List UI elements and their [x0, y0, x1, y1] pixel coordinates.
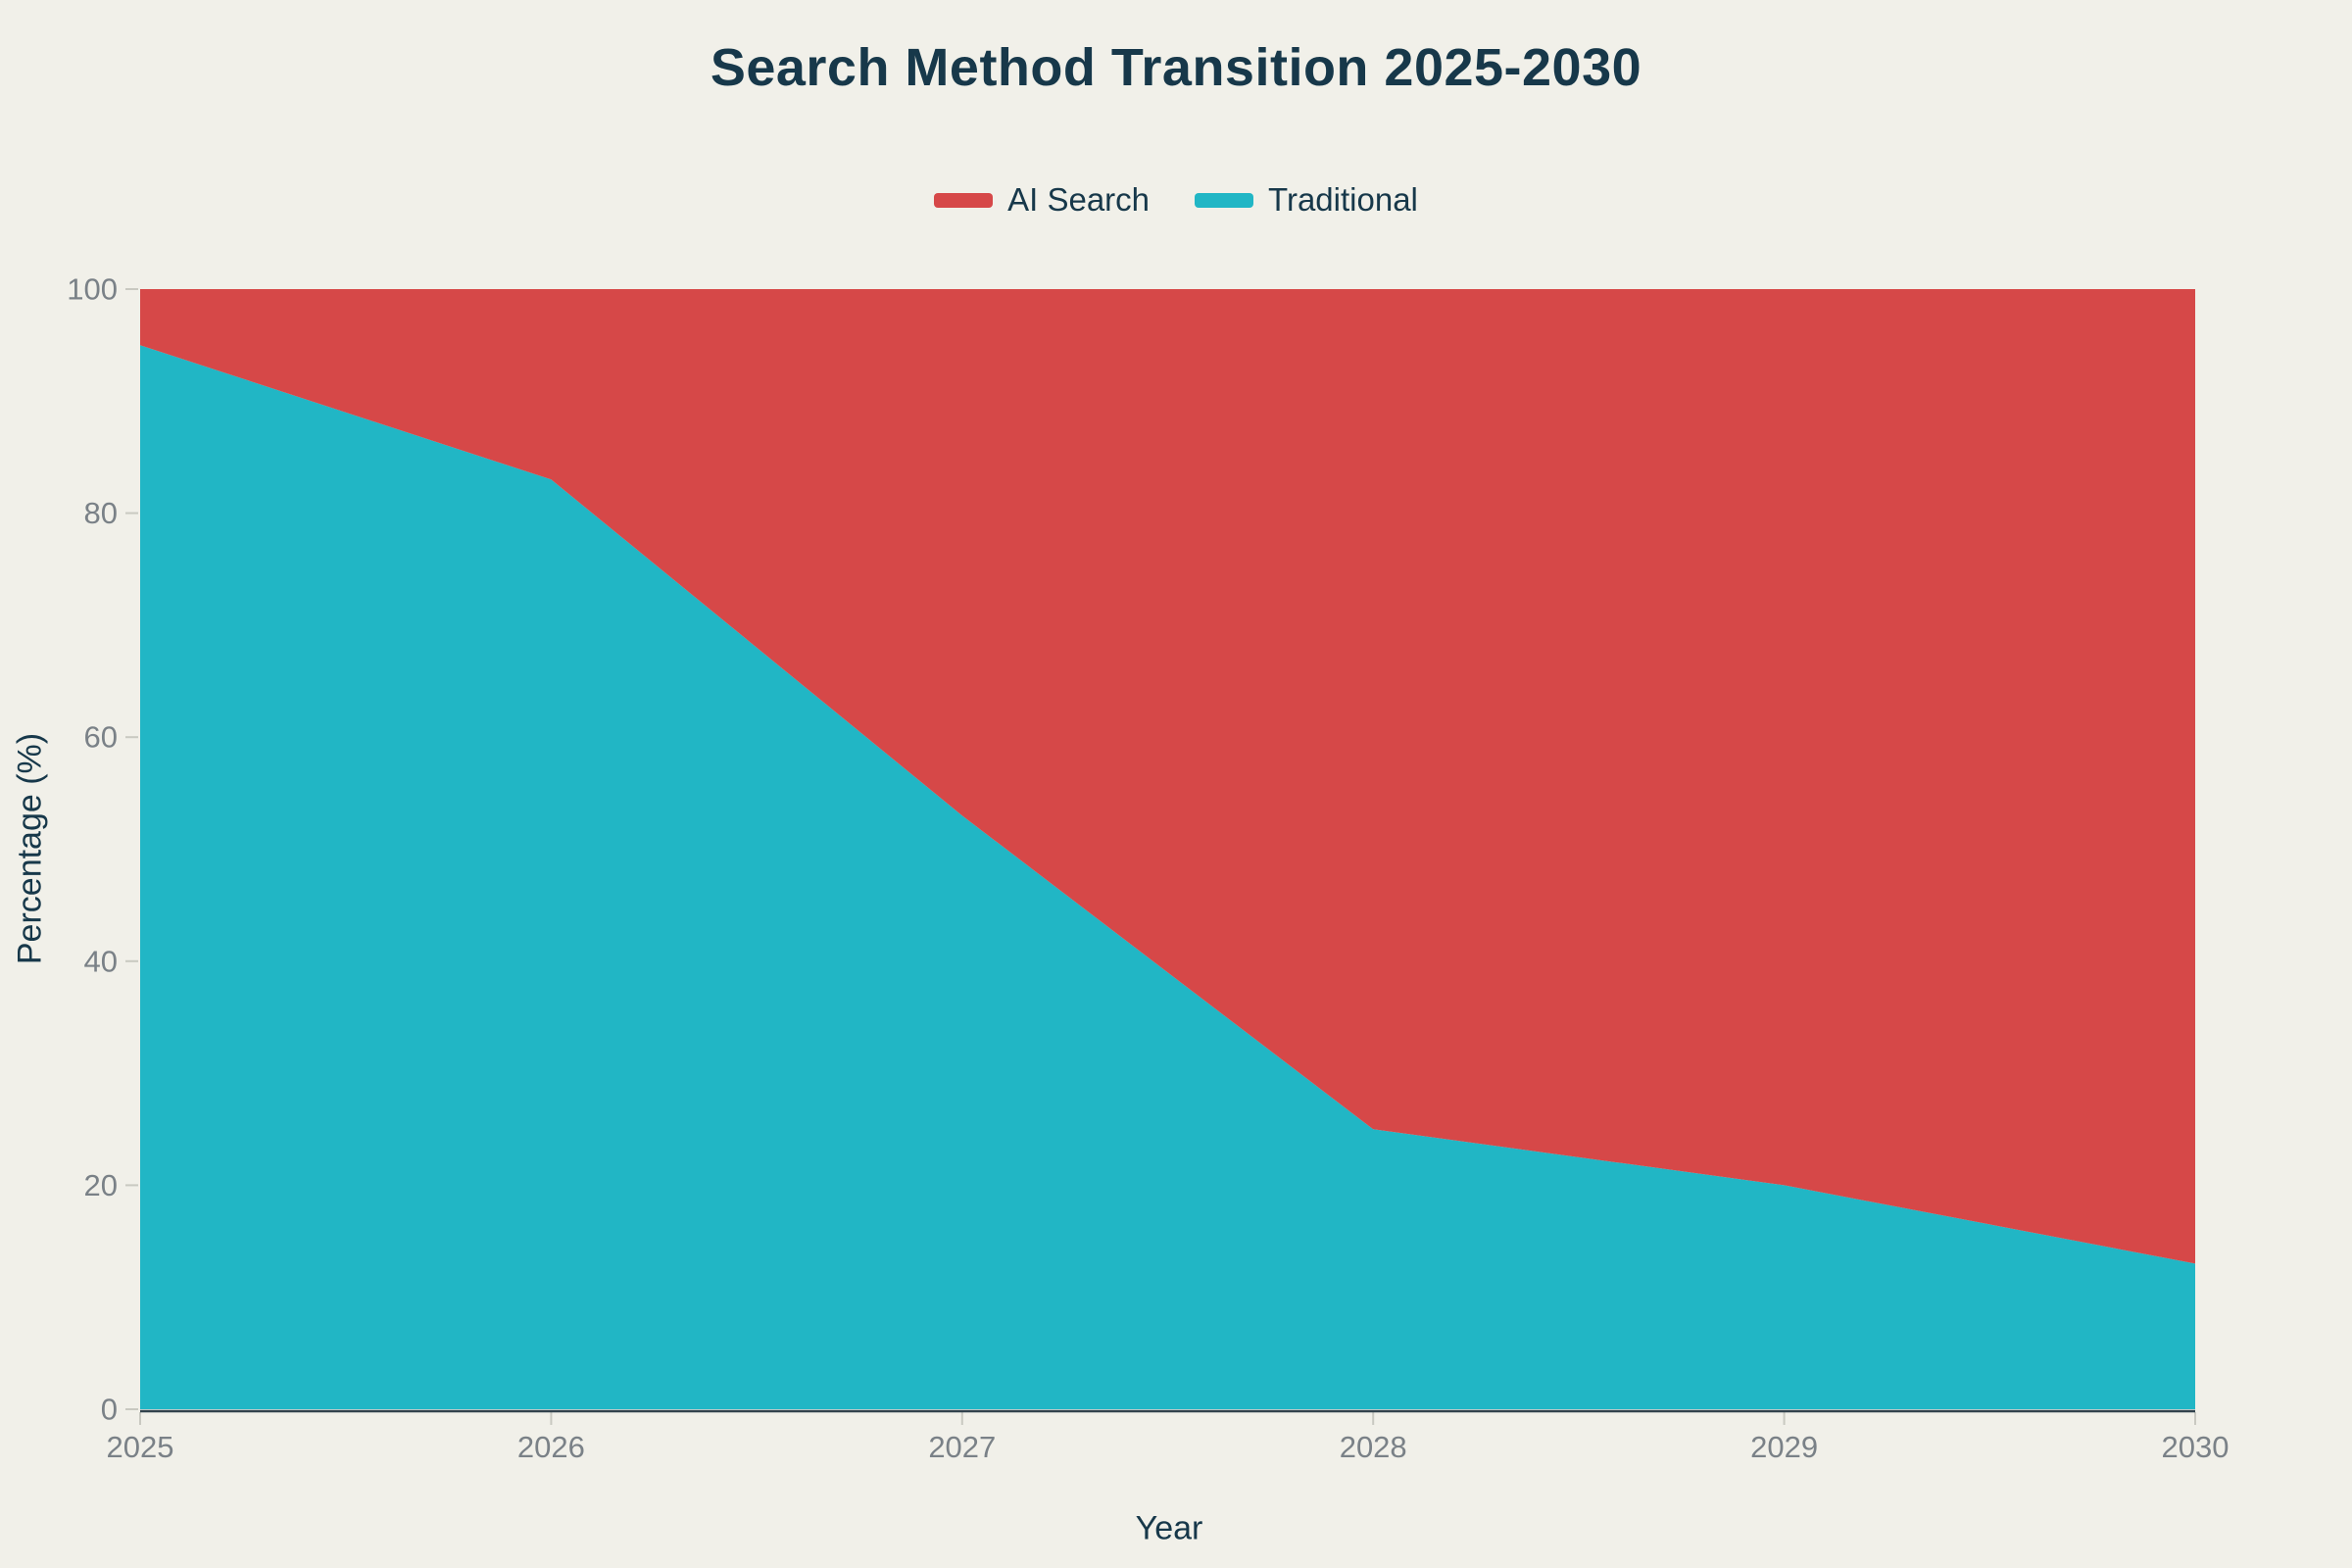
ai-search-swatch-icon: [934, 192, 994, 208]
area-traditional: [140, 345, 2195, 1410]
y-tick-label: 40: [84, 944, 118, 978]
x-tick-label: 2026: [517, 1430, 585, 1464]
y-tick-label: 100: [67, 272, 118, 307]
x-tick-label: 2028: [1340, 1430, 1407, 1464]
legend: AI Search Traditional: [0, 181, 2352, 219]
traditional-swatch-icon: [1195, 192, 1254, 208]
legend-label-ai-search: AI Search: [1007, 181, 1151, 218]
legend-item-traditional[interactable]: Traditional: [1195, 181, 1418, 219]
x-tick-label: 2030: [2162, 1430, 2230, 1464]
legend-label-traditional: Traditional: [1268, 181, 1418, 218]
x-tick-label: 2025: [107, 1430, 174, 1464]
y-tick-label: 20: [84, 1168, 118, 1202]
x-axis-title: Year: [1135, 1509, 1203, 1547]
legend-item-ai-search[interactable]: AI Search: [934, 181, 1150, 219]
y-tick-label: 80: [84, 496, 118, 530]
x-tick-label: 2029: [1750, 1430, 1818, 1464]
chart-title: Search Method Transition 2025-2030: [710, 38, 1642, 97]
y-axis-title: Percentage (%): [11, 732, 49, 965]
y-tick-label: 60: [84, 720, 118, 755]
x-tick-label: 2027: [928, 1430, 996, 1464]
y-tick-label: 0: [101, 1393, 118, 1427]
area-ai-search: [140, 289, 2195, 1264]
